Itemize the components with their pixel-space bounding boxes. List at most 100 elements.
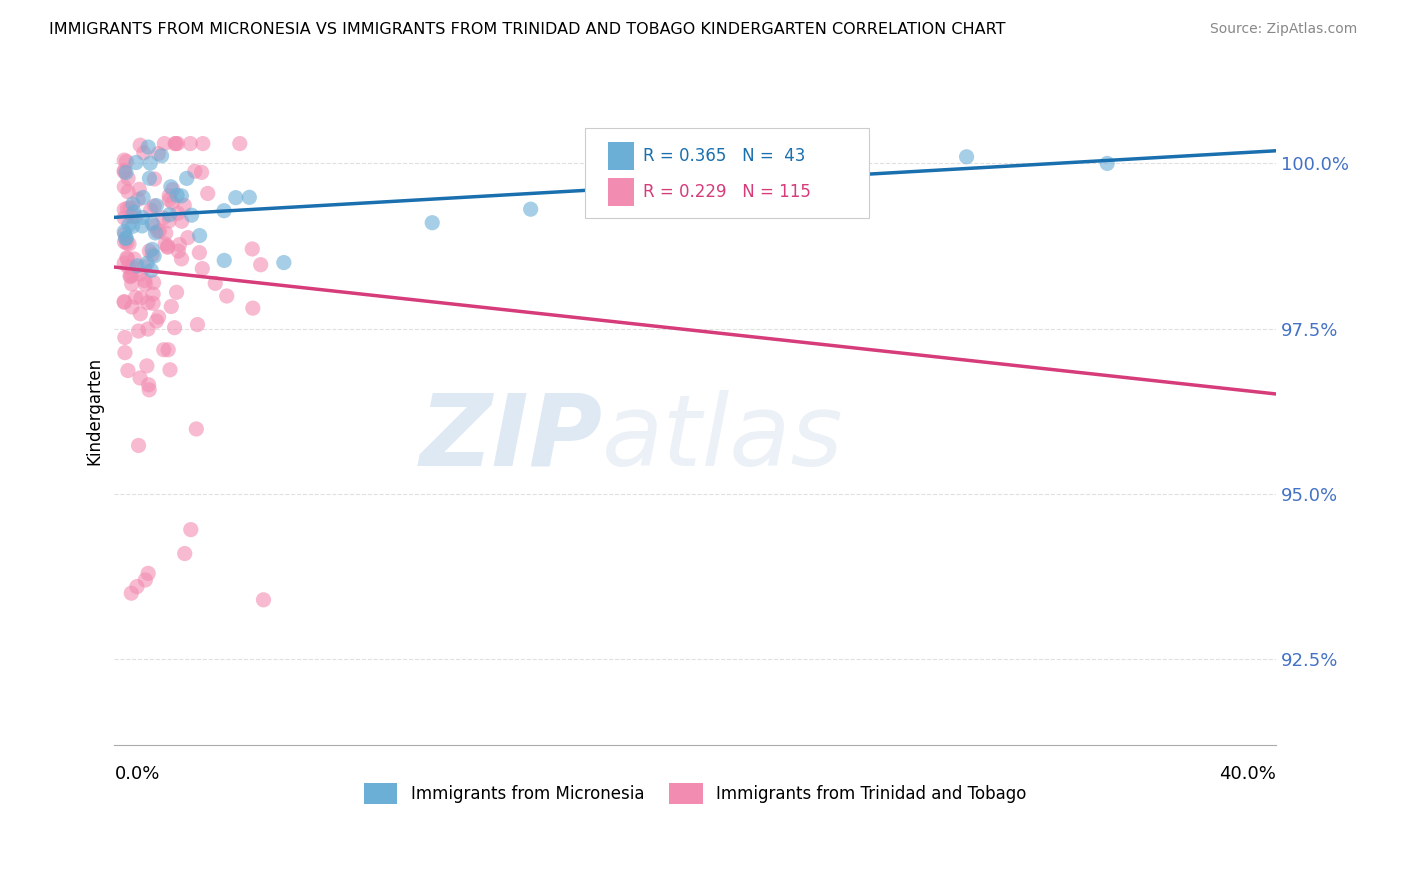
Point (955, 150, 977, 164)
Point (186, 318, 208, 332)
Point (138, 171, 160, 186)
Point (179, 136, 201, 151)
Point (131, 219, 153, 233)
Point (129, 291, 152, 305)
Point (159, 179, 181, 194)
FancyBboxPatch shape (607, 178, 634, 206)
Point (152, 343, 174, 357)
Point (249, 258, 271, 272)
Point (143, 249, 166, 263)
Point (150, 149, 173, 163)
Point (117, 363, 139, 377)
Point (169, 237, 191, 252)
Point (176, 171, 198, 186)
Point (162, 195, 184, 210)
Point (238, 190, 260, 204)
Point (112, 256, 135, 270)
Point (114, 227, 136, 241)
Point (139, 156, 162, 170)
Text: R = 0.229   N = 115: R = 0.229 N = 115 (643, 183, 811, 201)
Point (112, 179, 135, 194)
Point (138, 244, 160, 258)
Point (155, 237, 177, 252)
Point (229, 136, 252, 151)
Point (125, 155, 148, 169)
Point (146, 224, 169, 238)
Point (188, 245, 211, 260)
Point (240, 242, 263, 256)
Point (112, 294, 135, 309)
Point (157, 188, 180, 202)
Point (215, 289, 238, 303)
Text: 40.0%: 40.0% (1219, 765, 1277, 783)
Point (225, 191, 247, 205)
Point (180, 208, 202, 222)
Point (117, 185, 139, 199)
Point (589, 173, 612, 187)
Point (117, 260, 139, 274)
Point (136, 322, 159, 336)
Point (127, 259, 149, 273)
Point (136, 256, 159, 270)
Point (165, 136, 187, 151)
Point (115, 165, 138, 179)
Point (142, 287, 165, 301)
Point (420, 216, 443, 230)
FancyBboxPatch shape (585, 128, 869, 218)
Point (173, 198, 195, 212)
Point (141, 243, 163, 257)
Point (1095, 156, 1118, 170)
Point (134, 274, 156, 288)
FancyBboxPatch shape (607, 142, 634, 169)
Point (143, 172, 166, 186)
Point (128, 438, 150, 452)
Point (166, 206, 188, 220)
Point (142, 296, 165, 310)
Point (730, 148, 752, 162)
Point (114, 231, 136, 245)
Point (122, 197, 145, 211)
Point (112, 163, 135, 178)
Point (132, 145, 155, 160)
Point (188, 228, 211, 243)
Point (173, 547, 195, 561)
Point (170, 252, 193, 266)
Point (124, 290, 146, 304)
Point (212, 253, 235, 268)
Point (190, 165, 212, 179)
Point (131, 211, 153, 225)
Point (157, 343, 180, 357)
Point (170, 189, 193, 203)
Point (186, 422, 208, 436)
Point (121, 300, 143, 314)
Point (156, 239, 179, 253)
Point (114, 235, 136, 249)
Point (125, 580, 148, 594)
Point (155, 226, 177, 240)
Point (115, 154, 138, 169)
Point (212, 203, 235, 218)
Point (142, 276, 165, 290)
Point (120, 201, 142, 215)
Point (157, 193, 180, 207)
Point (112, 295, 135, 310)
Point (128, 324, 150, 338)
Point (659, 193, 682, 207)
Point (204, 277, 226, 291)
Point (112, 225, 135, 239)
Point (141, 216, 163, 230)
Point (519, 202, 541, 217)
Point (197, 186, 219, 201)
Point (191, 261, 214, 276)
Point (121, 219, 143, 234)
Point (252, 592, 274, 607)
Point (177, 230, 200, 244)
Point (129, 267, 152, 281)
Point (165, 136, 187, 151)
Point (273, 255, 295, 269)
Point (138, 377, 160, 392)
Point (141, 263, 163, 277)
Point (141, 248, 163, 262)
Point (122, 205, 145, 219)
Point (148, 224, 170, 238)
